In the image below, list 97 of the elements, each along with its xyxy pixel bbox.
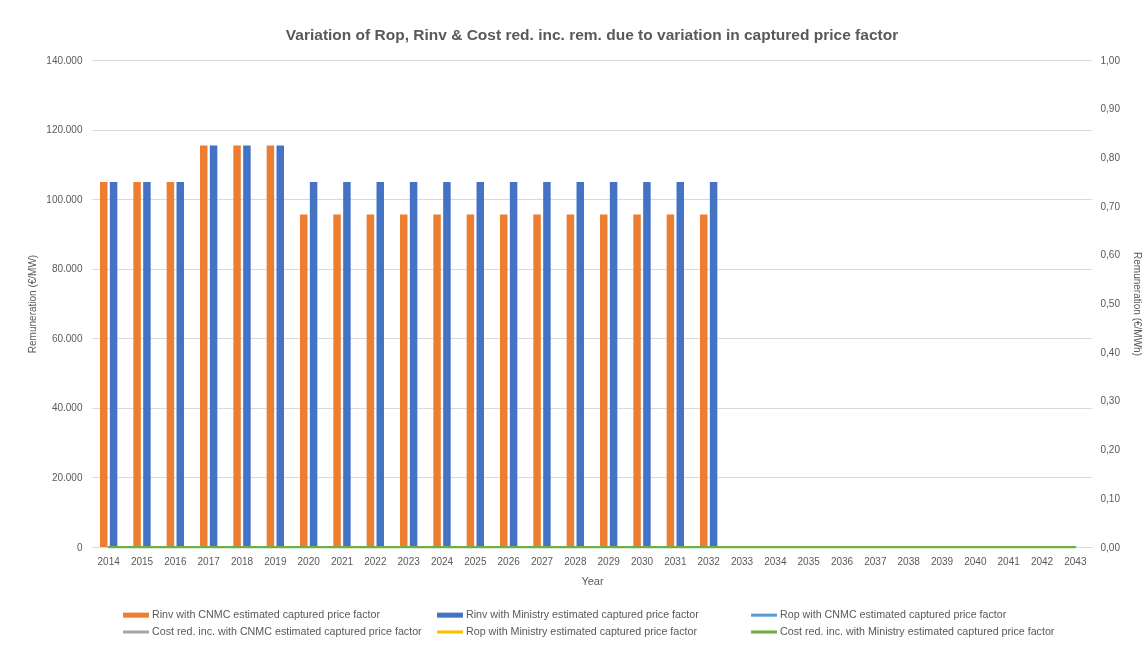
x-tick-label: 2037 — [864, 555, 887, 567]
legend-label: Rop with CNMC estimated captured price factor — [780, 608, 1007, 621]
y-tick-label: 0 — [76, 541, 83, 553]
y-tick-label: 20.000 — [51, 471, 83, 483]
bar — [709, 182, 718, 547]
y2-tick-label: 0,70 — [1100, 200, 1121, 212]
bar — [333, 214, 341, 547]
x-tick-label: 2027 — [530, 555, 554, 567]
bar — [300, 214, 308, 547]
y-tick-label: 40.000 — [51, 402, 83, 414]
bar — [209, 145, 218, 547]
x-tick-label: 2018 — [230, 555, 254, 567]
y-tick-label: 120.000 — [46, 124, 83, 136]
bar — [543, 182, 551, 547]
y2-tick-label: 0,20 — [1100, 444, 1121, 456]
bar — [100, 182, 108, 547]
legend-label: Cost red. inc. with Ministry estimated captured price factor — [780, 625, 1055, 637]
x-tick-label: 2040 — [964, 555, 987, 567]
x-tick-label: 2029 — [597, 555, 621, 567]
bar — [366, 214, 375, 547]
bar — [376, 182, 384, 547]
bar — [409, 182, 418, 547]
x-tick-label: 2021 — [330, 555, 354, 567]
legend-label: Rinv with Ministry estimated captured price factor — [466, 608, 700, 621]
bar — [200, 145, 208, 547]
bar — [166, 182, 175, 547]
legend-label: Cost red. inc. with CNMC estimated captured price factor — [152, 625, 423, 637]
x-tick-label: 2031 — [664, 555, 687, 567]
bar — [533, 214, 541, 547]
chart-title: Variation of Rop, Rinv & Cost red. inc. rem. due to variation in captured price factor — [285, 25, 899, 43]
bar — [143, 182, 151, 547]
x-tick-label: 2039 — [930, 555, 954, 567]
bar — [176, 182, 184, 547]
bar — [633, 214, 641, 547]
x-tick-label: 2034 — [764, 555, 787, 567]
y2-tick-label: 0,50 — [1100, 298, 1121, 309]
x-tick-label: 2014 — [97, 555, 121, 567]
x-axis-title: Year — [581, 574, 604, 587]
legend-label: Rop with Ministry estimated captured price factor — [466, 625, 698, 637]
y-tick-label: 100.000 — [46, 193, 83, 205]
bar — [700, 214, 708, 547]
y-axis-title: Remuneration (€/MW) — [27, 254, 39, 354]
bar — [266, 145, 275, 547]
bar — [443, 182, 451, 547]
y2-tick-label: 0,10 — [1100, 492, 1121, 504]
x-tick-label: 2024 — [430, 555, 454, 567]
x-tick-label: 2028 — [564, 555, 587, 567]
y2-tick-label: 0,90 — [1100, 103, 1121, 115]
y-tick-label: 140.000 — [46, 54, 83, 66]
x-tick-label: 2023 — [397, 555, 421, 567]
y2-tick-label: 0,00 — [1100, 541, 1121, 553]
bar — [600, 214, 608, 547]
y2-tick-label: 0,30 — [1100, 395, 1121, 407]
bar — [309, 182, 318, 547]
bar — [476, 182, 484, 547]
x-tick-label: 2035 — [797, 555, 821, 567]
bar — [133, 182, 141, 547]
x-tick-label: 2015 — [130, 555, 154, 567]
bar — [643, 182, 651, 547]
y-tick-label: 60.000 — [51, 332, 83, 344]
y2-tick-label: 1,00 — [1100, 54, 1121, 66]
bar — [666, 214, 675, 547]
y2-tick-label: 0,60 — [1100, 249, 1121, 261]
y2-tick-label: 0,80 — [1100, 151, 1121, 163]
x-tick-label: 2041 — [997, 555, 1021, 567]
bar — [433, 214, 441, 547]
x-tick-label: 2026 — [497, 555, 521, 567]
x-tick-label: 2020 — [297, 555, 321, 567]
x-tick-label: 2043 — [1064, 555, 1087, 567]
x-tick-label: 2016 — [164, 555, 187, 567]
x-tick-label: 2042 — [1030, 555, 1054, 567]
x-tick-label: 2017 — [197, 555, 221, 567]
x-tick-label: 2030 — [630, 555, 654, 567]
bar — [400, 214, 408, 547]
x-tick-label: 2032 — [697, 555, 721, 567]
y2-axis-title: Remuneration (€/MWh) — [1131, 252, 1143, 356]
bar — [676, 182, 684, 547]
bar — [466, 214, 475, 547]
x-tick-label: 2019 — [264, 555, 287, 567]
y2-tick-label: 0,40 — [1100, 346, 1121, 358]
x-tick-label: 2038 — [897, 555, 921, 567]
bar — [276, 145, 284, 547]
bar — [243, 145, 251, 547]
y-tick-label: 80.000 — [51, 263, 83, 275]
bar — [500, 214, 508, 547]
bar — [509, 182, 518, 547]
x-tick-label: 2036 — [830, 555, 854, 567]
x-tick-label: 2022 — [364, 555, 387, 567]
bar — [109, 182, 118, 547]
legend-label: Rinv with CNMC estimated captured price factor — [152, 608, 381, 621]
bar — [609, 182, 618, 547]
x-tick-label: 2033 — [730, 555, 754, 567]
bar — [576, 182, 584, 547]
bar — [343, 182, 351, 547]
bar — [566, 214, 575, 547]
x-tick-label: 2025 — [464, 555, 487, 567]
bar — [233, 145, 241, 547]
